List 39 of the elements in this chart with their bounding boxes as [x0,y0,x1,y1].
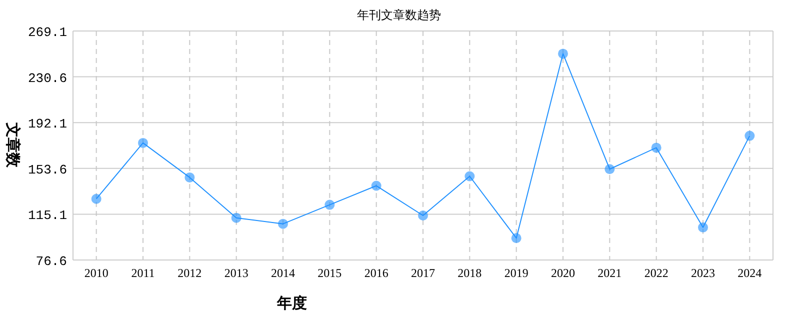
x-tick-label: 2024 [738,266,762,280]
x-tick-label: 2010 [84,266,108,280]
x-tick-label: 2023 [691,266,715,280]
point [604,164,615,174]
y-tick-label: 230.6 [28,70,67,86]
y-tick-label: 192.1 [28,116,68,132]
y-tick-label: 76.6 [36,254,67,269]
point [278,218,288,229]
point [558,48,568,59]
x-tick-label: 2015 [318,266,342,280]
x-tick-label: 2014 [271,266,295,280]
point [651,142,662,153]
x-tick-label: 2022 [644,266,668,280]
point [744,130,755,141]
x-tick-label: 2011 [131,266,155,280]
point [91,194,102,204]
y-tick-label: 115.1 [28,208,68,224]
point [184,172,195,182]
point [418,210,428,221]
point [231,212,242,223]
point [324,200,335,210]
x-tick-label: 2016 [364,266,388,280]
chart-title: 年刊文章数趋势 [357,8,441,22]
point [371,180,382,191]
point [138,138,148,148]
x-tick-label: 2020 [551,266,575,280]
point [511,233,522,244]
x-axis-title: 年度 [276,294,307,312]
y-tick-label: 269.1 [28,25,68,40]
x-tick-label: 2019 [504,266,528,280]
x-tick-label: 2021 [598,266,622,280]
y-axis-title: 文章数 [4,122,22,168]
point [464,171,475,182]
x-tick-label: 2012 [178,266,202,280]
point [698,222,708,232]
y-tick-label: 153.6 [28,162,67,178]
x-tick-label: 2018 [458,266,482,280]
x-tick-label: 2017 [411,266,435,280]
x-tick-label: 2013 [224,266,248,280]
